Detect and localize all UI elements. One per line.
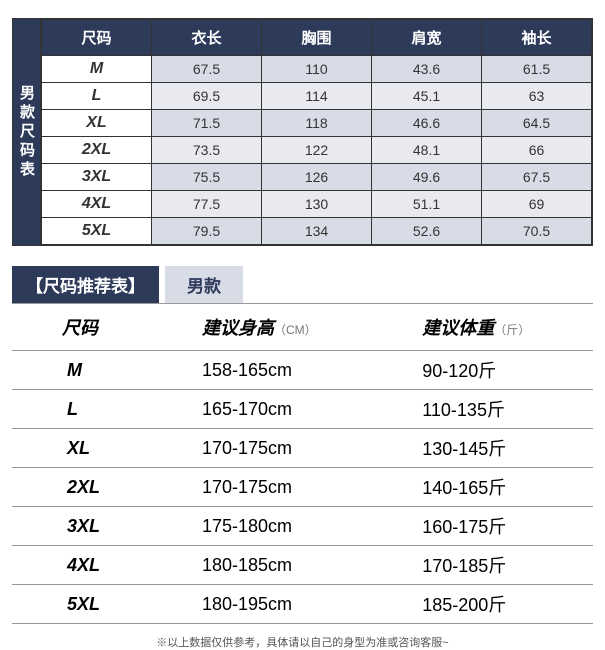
size-cell: 3XL xyxy=(12,507,162,546)
value-cell: 130 xyxy=(262,191,372,218)
table-row: 3XL175-180cm160-175斤 xyxy=(12,507,593,546)
weight-cell: 160-175斤 xyxy=(382,507,593,546)
value-cell: 110 xyxy=(262,56,372,83)
table-row: XL71.511846.664.5 xyxy=(42,110,592,137)
table-row: XL170-175cm130-145斤 xyxy=(12,429,593,468)
size-cell: 5XL xyxy=(12,585,162,624)
size-cell: 4XL xyxy=(12,546,162,585)
height-cell: 175-180cm xyxy=(162,507,382,546)
size-cell: 5XL xyxy=(42,218,152,245)
table-row: 3XL75.512649.667.5 xyxy=(42,164,592,191)
weight-cell: 170-185斤 xyxy=(382,546,593,585)
value-cell: 134 xyxy=(262,218,372,245)
size-table-header: 袖长 xyxy=(482,20,592,56)
recommendation-banner: 【尺码推荐表】 男款 xyxy=(12,266,593,303)
banner-subtitle: 男款 xyxy=(165,266,243,303)
size-cell: 2XL xyxy=(12,468,162,507)
value-cell: 77.5 xyxy=(152,191,262,218)
recommendation-header: 尺码 xyxy=(12,304,162,351)
height-cell: 165-170cm xyxy=(162,390,382,429)
value-cell: 48.1 xyxy=(372,137,482,164)
table-row: 5XL79.513452.670.5 xyxy=(42,218,592,245)
size-cell: M xyxy=(42,56,152,83)
size-table-header: 衣长 xyxy=(152,20,262,56)
weight-cell: 90-120斤 xyxy=(382,351,593,390)
table-row: 5XL180-195cm185-200斤 xyxy=(12,585,593,624)
table-row: M158-165cm90-120斤 xyxy=(12,351,593,390)
size-cell: 4XL xyxy=(42,191,152,218)
size-table-header: 胸围 xyxy=(262,20,372,56)
height-cell: 180-195cm xyxy=(162,585,382,624)
table-row: 4XL77.513051.169 xyxy=(42,191,592,218)
height-cell: 180-185cm xyxy=(162,546,382,585)
value-cell: 63 xyxy=(482,83,592,110)
recommendation-header-row: 尺码 建议身高（CM） 建议体重（斤） xyxy=(12,304,593,351)
banner-title: 【尺码推荐表】 xyxy=(12,266,159,303)
value-cell: 67.5 xyxy=(152,56,262,83)
value-cell: 71.5 xyxy=(152,110,262,137)
value-cell: 64.5 xyxy=(482,110,592,137)
table-row: M67.511043.661.5 xyxy=(42,56,592,83)
value-cell: 46.6 xyxy=(372,110,482,137)
height-cell: 170-175cm xyxy=(162,429,382,468)
recommendation-header: 建议体重（斤） xyxy=(382,304,593,351)
value-cell: 61.5 xyxy=(482,56,592,83)
size-table-header-row: 尺码 衣长 胸围 肩宽 袖长 xyxy=(42,20,592,56)
recommendation-header: 建议身高（CM） xyxy=(162,304,382,351)
value-cell: 79.5 xyxy=(152,218,262,245)
value-cell: 70.5 xyxy=(482,218,592,245)
table-row: 2XL73.512248.166 xyxy=(42,137,592,164)
value-cell: 126 xyxy=(262,164,372,191)
value-cell: 51.1 xyxy=(372,191,482,218)
size-cell: 3XL xyxy=(42,164,152,191)
vertical-label: 男款尺码表 xyxy=(13,19,41,245)
value-cell: 45.1 xyxy=(372,83,482,110)
recommendation-table: 尺码 建议身高（CM） 建议体重（斤） M158-165cm90-120斤L16… xyxy=(12,303,593,624)
size-cell: XL xyxy=(12,429,162,468)
table-row: L69.511445.163 xyxy=(42,83,592,110)
value-cell: 75.5 xyxy=(152,164,262,191)
size-table-wrapper: 男款尺码表 尺码 衣长 胸围 肩宽 袖长 M67.511043.661.5L69… xyxy=(12,18,593,246)
value-cell: 43.6 xyxy=(372,56,482,83)
value-cell: 66 xyxy=(482,137,592,164)
value-cell: 118 xyxy=(262,110,372,137)
footnote: ※以上数据仅供参考，具体请以自己的身型为准或咨询客服~ xyxy=(12,634,593,650)
weight-cell: 130-145斤 xyxy=(382,429,593,468)
value-cell: 49.6 xyxy=(372,164,482,191)
weight-cell: 140-165斤 xyxy=(382,468,593,507)
size-cell: M xyxy=(12,351,162,390)
size-cell: 2XL xyxy=(42,137,152,164)
height-cell: 158-165cm xyxy=(162,351,382,390)
weight-cell: 185-200斤 xyxy=(382,585,593,624)
table-row: 2XL170-175cm140-165斤 xyxy=(12,468,593,507)
height-cell: 170-175cm xyxy=(162,468,382,507)
table-row: L165-170cm110-135斤 xyxy=(12,390,593,429)
size-cell: L xyxy=(42,83,152,110)
value-cell: 114 xyxy=(262,83,372,110)
value-cell: 73.5 xyxy=(152,137,262,164)
value-cell: 69.5 xyxy=(152,83,262,110)
size-table: 尺码 衣长 胸围 肩宽 袖长 M67.511043.661.5L69.51144… xyxy=(41,19,592,245)
value-cell: 69 xyxy=(482,191,592,218)
size-table-header: 尺码 xyxy=(42,20,152,56)
size-cell: L xyxy=(12,390,162,429)
table-row: 4XL180-185cm170-185斤 xyxy=(12,546,593,585)
value-cell: 52.6 xyxy=(372,218,482,245)
value-cell: 122 xyxy=(262,137,372,164)
size-cell: XL xyxy=(42,110,152,137)
weight-cell: 110-135斤 xyxy=(382,390,593,429)
value-cell: 67.5 xyxy=(482,164,592,191)
size-table-header: 肩宽 xyxy=(372,20,482,56)
